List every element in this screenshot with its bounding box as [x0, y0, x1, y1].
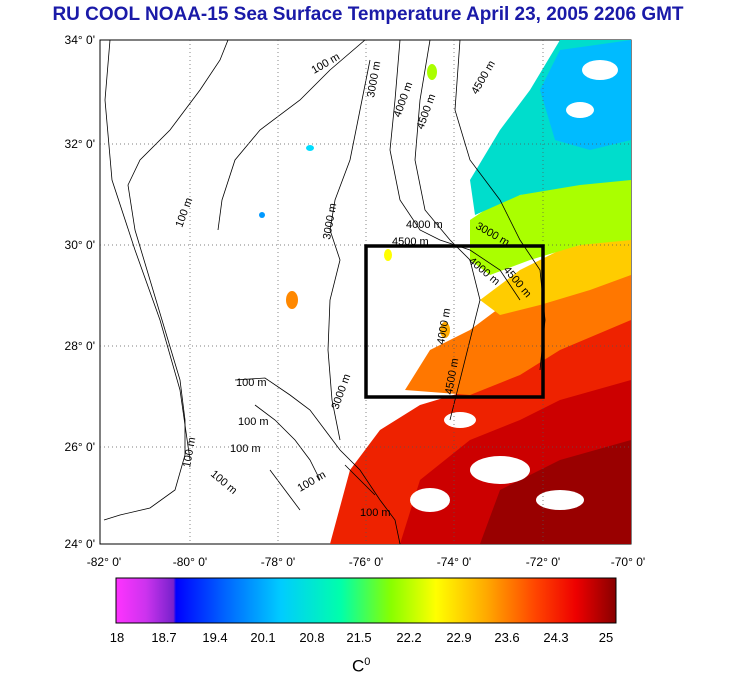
- lon-tick-label: -70° 0': [611, 555, 645, 569]
- contour-3000m: [327, 59, 371, 441]
- lon-tick-label: -78° 0': [261, 555, 295, 569]
- lat-tick-label: 26° 0': [65, 440, 95, 454]
- contour-100m-east: [217, 40, 366, 231]
- contour-label: 4000 m: [406, 219, 443, 231]
- colorbar-tick: 20.8: [299, 630, 325, 645]
- colorbar-tick: 24.3: [543, 630, 569, 645]
- colorbar: [115, 577, 617, 624]
- colorbar-tick: 20.1: [250, 630, 276, 645]
- bahamas-islands: [254, 404, 376, 511]
- lat-tick-label: 24° 0': [65, 537, 95, 551]
- lon-tick-label: -80° 0': [173, 555, 207, 569]
- bahamas-outline: [234, 377, 401, 544]
- contour-100m-west: [104, 40, 191, 461]
- colorbar-tick: 25: [598, 630, 614, 645]
- unit-superscript: 0: [364, 656, 371, 668]
- contour-4500m: [414, 40, 481, 421]
- colorbar-tick: 22.9: [446, 630, 472, 645]
- lon-tick-label: -74° 0': [437, 555, 471, 569]
- lat-tick-label: 30° 0': [65, 238, 95, 252]
- contour-label: 100 m: [236, 377, 267, 389]
- colorbar-tick: 23.6: [494, 630, 520, 645]
- lat-tick-label: 34° 0': [65, 33, 95, 47]
- unit-base: C: [352, 656, 365, 676]
- colorbar-tick: 21.5: [346, 630, 372, 645]
- map-title: RU COOL NOAA-15 Sea Surface Temperature …: [52, 4, 684, 25]
- contour-4000m: [389, 40, 521, 301]
- colorbar-tick: 22.2: [396, 630, 422, 645]
- contour-label: 100 m: [360, 507, 391, 519]
- lon-tick-label: -72° 0': [526, 555, 560, 569]
- colorbar-tick: 18: [109, 630, 125, 645]
- lat-tick-label: 28° 0': [65, 339, 95, 353]
- colorbar-tick: 18.7: [151, 630, 177, 645]
- contour-label: 100 m: [238, 416, 269, 428]
- sst-data-layer: [259, 40, 631, 544]
- longitude-axis: -82° 0' -80° 0' -78° 0' -76° 0' -74° 0' …: [87, 555, 645, 569]
- florida-coastline: [103, 40, 229, 521]
- latitude-axis: 34° 0' 32° 0' 30° 0' 28° 0' 26° 0' 24° 0…: [65, 33, 95, 551]
- lon-tick-label: -82° 0': [87, 555, 121, 569]
- study-area-box: [364, 244, 545, 399]
- lat-tick-label: 32° 0': [65, 137, 95, 151]
- contour-label: 100 m: [230, 443, 261, 455]
- colorbar-unit: C0: [352, 656, 370, 677]
- colorbar-tick: 19.4: [202, 630, 228, 645]
- coastline-and-contours: [103, 40, 546, 544]
- lon-tick-label: -76° 0': [349, 555, 383, 569]
